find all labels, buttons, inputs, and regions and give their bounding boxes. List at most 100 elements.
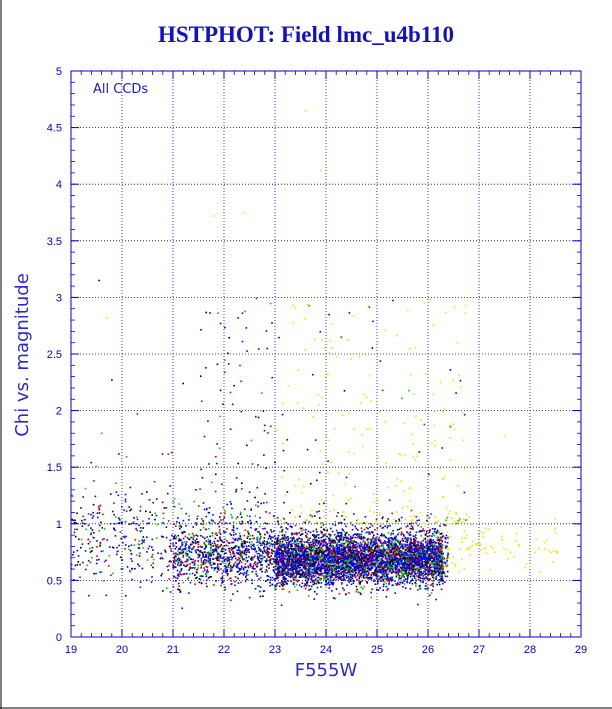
data-point bbox=[329, 534, 332, 537]
data-point bbox=[274, 563, 277, 565]
data-point bbox=[216, 559, 219, 561]
data-point bbox=[77, 555, 80, 557]
data-point bbox=[318, 517, 321, 519]
data-point bbox=[372, 573, 375, 575]
data-point bbox=[383, 566, 386, 569]
data-point bbox=[248, 556, 250, 558]
data-point bbox=[340, 555, 342, 558]
data-point bbox=[238, 532, 241, 535]
data-point bbox=[116, 553, 118, 556]
data-point bbox=[99, 543, 102, 546]
data-point bbox=[202, 570, 205, 573]
data-point bbox=[177, 534, 179, 537]
data-point bbox=[79, 576, 81, 579]
data-point bbox=[282, 565, 284, 568]
data-point bbox=[378, 579, 381, 581]
data-point bbox=[162, 536, 164, 538]
data-point bbox=[209, 561, 212, 563]
data-point bbox=[250, 543, 252, 546]
data-point bbox=[271, 576, 274, 579]
data-point bbox=[202, 551, 205, 554]
data-point bbox=[441, 540, 443, 543]
data-point bbox=[371, 588, 373, 591]
data-point bbox=[117, 550, 120, 552]
data-point bbox=[230, 534, 233, 536]
data-point bbox=[422, 543, 424, 546]
data-point bbox=[129, 486, 132, 489]
data-point bbox=[176, 569, 179, 572]
data-point bbox=[208, 561, 210, 564]
data-point bbox=[287, 546, 289, 549]
data-point bbox=[182, 581, 185, 584]
data-point bbox=[343, 531, 346, 533]
data-point bbox=[328, 581, 330, 584]
data-point bbox=[366, 575, 368, 578]
data-point bbox=[203, 567, 205, 569]
data-point bbox=[279, 555, 282, 558]
data-point bbox=[352, 579, 355, 582]
data-point bbox=[113, 528, 115, 530]
data-point bbox=[156, 523, 159, 526]
data-point bbox=[255, 550, 258, 553]
data-point bbox=[370, 554, 373, 557]
data-point bbox=[362, 588, 364, 590]
data-point bbox=[345, 575, 347, 577]
data-point bbox=[371, 567, 374, 569]
data-point bbox=[271, 543, 273, 546]
data-point bbox=[287, 569, 290, 571]
data-point bbox=[350, 583, 353, 586]
data-point bbox=[301, 560, 303, 562]
data-point bbox=[368, 577, 371, 579]
data-point bbox=[173, 560, 175, 562]
data-point bbox=[346, 569, 348, 572]
data-point bbox=[440, 578, 442, 580]
data-point bbox=[352, 560, 355, 562]
data-point bbox=[282, 588, 285, 590]
data-point bbox=[173, 558, 176, 561]
data-point bbox=[349, 535, 352, 538]
data-point bbox=[254, 568, 256, 570]
data-point bbox=[376, 543, 379, 546]
data-point bbox=[435, 546, 438, 548]
data-point bbox=[197, 553, 199, 556]
data-point bbox=[248, 596, 251, 599]
data-point bbox=[136, 554, 138, 556]
data-point bbox=[248, 533, 250, 535]
data-point bbox=[168, 578, 170, 580]
data-point bbox=[358, 572, 361, 575]
data-point bbox=[373, 574, 375, 577]
data-point bbox=[355, 568, 358, 570]
data-point bbox=[342, 587, 344, 589]
data-point bbox=[426, 530, 428, 533]
data-point bbox=[342, 539, 345, 541]
data-point bbox=[430, 574, 433, 577]
data-point bbox=[313, 515, 316, 517]
data-point bbox=[339, 549, 342, 552]
data-point bbox=[418, 573, 421, 575]
data-point bbox=[239, 551, 241, 553]
data-point bbox=[314, 569, 317, 572]
data-point bbox=[306, 583, 308, 585]
data-point bbox=[423, 529, 426, 532]
data-point bbox=[209, 551, 212, 554]
data-point bbox=[375, 554, 378, 557]
data-point bbox=[258, 585, 261, 588]
data-point bbox=[376, 533, 379, 536]
data-point bbox=[282, 578, 285, 580]
data-point bbox=[279, 538, 281, 541]
data-point bbox=[300, 562, 303, 565]
data-point bbox=[381, 544, 383, 547]
data-point bbox=[347, 554, 349, 556]
data-point bbox=[275, 574, 278, 577]
data-point bbox=[181, 541, 184, 544]
data-point bbox=[310, 578, 312, 581]
data-point bbox=[404, 545, 406, 548]
data-point bbox=[187, 547, 190, 549]
data-point bbox=[389, 551, 391, 554]
data-point bbox=[192, 526, 194, 528]
data-point bbox=[415, 537, 417, 539]
data-point bbox=[438, 545, 440, 547]
data-point bbox=[280, 574, 282, 577]
data-point bbox=[444, 541, 447, 543]
data-point bbox=[359, 572, 362, 575]
